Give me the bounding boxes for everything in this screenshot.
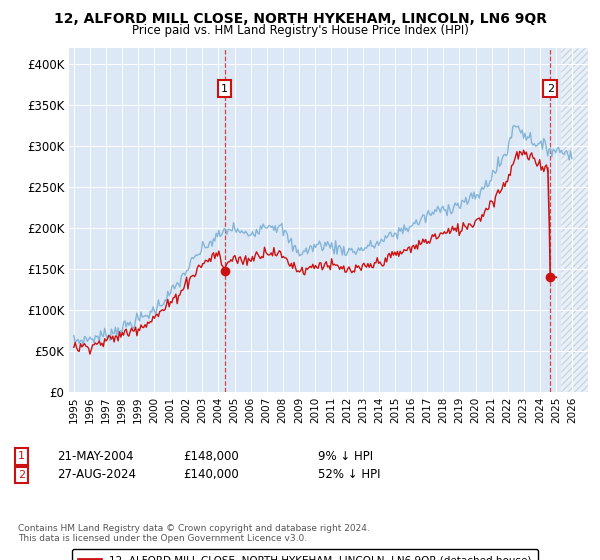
Text: 1: 1 bbox=[18, 451, 25, 461]
Legend: 12, ALFORD MILL CLOSE, NORTH HYKEHAM, LINCOLN, LN6 9QR (detached house), HPI: Av: 12, ALFORD MILL CLOSE, NORTH HYKEHAM, LI… bbox=[71, 549, 538, 560]
Text: Contains HM Land Registry data © Crown copyright and database right 2024.
This d: Contains HM Land Registry data © Crown c… bbox=[18, 524, 370, 543]
Text: 2: 2 bbox=[18, 470, 25, 480]
Polygon shape bbox=[560, 48, 588, 392]
Text: 1: 1 bbox=[221, 83, 228, 94]
Text: 9% ↓ HPI: 9% ↓ HPI bbox=[318, 450, 373, 463]
Text: Price paid vs. HM Land Registry's House Price Index (HPI): Price paid vs. HM Land Registry's House … bbox=[131, 24, 469, 36]
Text: 2: 2 bbox=[547, 83, 554, 94]
Text: 21-MAY-2004: 21-MAY-2004 bbox=[57, 450, 133, 463]
Text: 12, ALFORD MILL CLOSE, NORTH HYKEHAM, LINCOLN, LN6 9QR: 12, ALFORD MILL CLOSE, NORTH HYKEHAM, LI… bbox=[53, 12, 547, 26]
Text: £148,000: £148,000 bbox=[183, 450, 239, 463]
Text: £140,000: £140,000 bbox=[183, 468, 239, 482]
Text: 27-AUG-2024: 27-AUG-2024 bbox=[57, 468, 136, 482]
Text: 52% ↓ HPI: 52% ↓ HPI bbox=[318, 468, 380, 482]
